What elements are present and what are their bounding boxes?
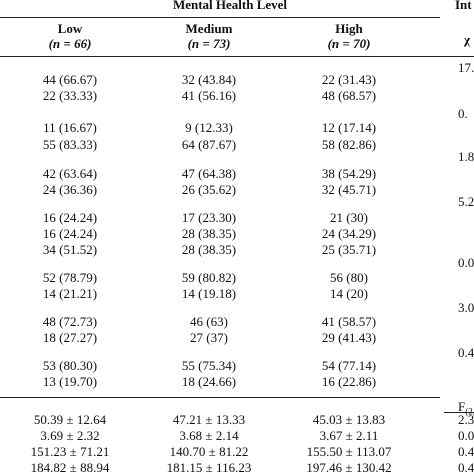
cell: 3.69 ± 2.32 <box>40 428 100 443</box>
cell: 151.23 ± 71.21 <box>30 444 110 459</box>
cell: 38 (54.29) <box>321 166 377 181</box>
cell: 64 (87.67) <box>181 137 237 152</box>
cell: 181.15 ± 116.23 <box>166 460 252 474</box>
cell: 21 (30) <box>330 210 368 225</box>
cell: 53 (80.30) <box>42 358 98 373</box>
right-column-header: χ <box>464 32 471 47</box>
cell: 47.21 ± 13.33 <box>172 412 246 427</box>
cell: 55 (75.34) <box>181 358 237 373</box>
cell: 14 (20) <box>330 286 368 301</box>
cell: 46 (63) <box>190 314 228 329</box>
cell: 48 (68.57) <box>321 88 377 103</box>
right-f: F(2, <box>458 400 474 419</box>
right-value: 0.4 <box>458 345 474 360</box>
cell: 24 (34.29) <box>321 226 377 241</box>
cell: 11 (16.67) <box>43 120 97 135</box>
right-value: 17. <box>458 60 474 75</box>
cell: 3.68 ± 2.14 <box>179 428 239 443</box>
cell: 26 (35.62) <box>181 182 237 197</box>
cell: 45.03 ± 13.83 <box>312 412 386 427</box>
cell: 197.46 ± 130.42 <box>306 460 392 474</box>
cell: 28 (38.35) <box>181 226 237 241</box>
cell: 47 (64.38) <box>181 166 237 181</box>
cell: 140.70 ± 81.22 <box>169 444 249 459</box>
right-value: 1.8 <box>458 149 474 164</box>
cell: 41 (56.16) <box>181 88 237 103</box>
right-title: Int <box>455 0 472 12</box>
right-value: 0.0 <box>458 255 474 270</box>
cell: 27 (37) <box>190 330 228 345</box>
cell: 54 (77.14) <box>321 358 377 373</box>
cell: 28 (38.35) <box>181 242 237 257</box>
group-title: Mental Health Level <box>172 0 288 12</box>
rule <box>0 397 440 398</box>
cell: 14 (19.18) <box>181 286 237 301</box>
cell: 55 (83.33) <box>42 137 98 152</box>
column-label: Medium <box>185 21 233 36</box>
cell: 16 (24.24) <box>42 210 98 225</box>
cell: 12 (17.14) <box>321 120 377 135</box>
cell: 24 (36.36) <box>42 182 98 197</box>
cell: 13 (19.70) <box>42 374 98 389</box>
cell: 25 (35.71) <box>321 242 377 257</box>
column-n: (n = 66) <box>48 36 92 51</box>
rule <box>0 56 474 57</box>
right-value: 0.4 <box>458 444 474 459</box>
rule <box>444 412 474 413</box>
cell: 42 (63.64) <box>42 166 98 181</box>
cell: 44 (66.67) <box>42 72 98 87</box>
cell: 16 (22.86) <box>321 374 377 389</box>
cell: 22 (33.33) <box>42 88 98 103</box>
right-value: 2.3 <box>458 412 474 427</box>
cell: 59 (80.82) <box>181 270 237 285</box>
cell: 29 (41.43) <box>321 330 377 345</box>
column-n: (n = 73) <box>187 36 231 51</box>
cell: 58 (82.86) <box>321 137 377 152</box>
cell: 41 (58.57) <box>321 314 377 329</box>
cell: 56 (80) <box>330 270 368 285</box>
cell: 155.50 ± 113.07 <box>306 444 392 459</box>
cell: 14 (21.21) <box>42 286 98 301</box>
right-value: 0.4 <box>458 460 474 474</box>
column-label: High <box>335 21 363 36</box>
cell: 184.82 ± 88.94 <box>30 460 110 474</box>
right-value: 0. <box>458 106 468 121</box>
cell: 34 (51.52) <box>42 242 98 257</box>
rule <box>0 17 440 18</box>
cell: 17 (23.30) <box>181 210 237 225</box>
column-label: Low <box>57 21 83 36</box>
cell: 3.67 ± 2.11 <box>319 428 379 443</box>
f-symbol: F <box>458 399 466 414</box>
cell: 22 (31.43) <box>321 72 377 87</box>
right-value: 0.0 <box>458 428 474 443</box>
right-value: 3.0 <box>458 300 474 315</box>
cell: 16 (24.24) <box>42 226 98 241</box>
right-value: 5.2 <box>458 194 474 209</box>
column-n: (n = 70) <box>327 36 371 51</box>
cell: 32 (43.84) <box>181 72 237 87</box>
cell: 18 (27.27) <box>42 330 98 345</box>
cell: 32 (45.71) <box>321 182 377 197</box>
cell: 48 (72.73) <box>42 314 98 329</box>
cell: 18 (24.66) <box>181 374 237 389</box>
cell: 9 (12.33) <box>185 120 233 135</box>
f-sub: (2, <box>465 406 474 417</box>
cell: 50.39 ± 12.64 <box>33 412 107 427</box>
cell: 52 (78.79) <box>42 270 98 285</box>
